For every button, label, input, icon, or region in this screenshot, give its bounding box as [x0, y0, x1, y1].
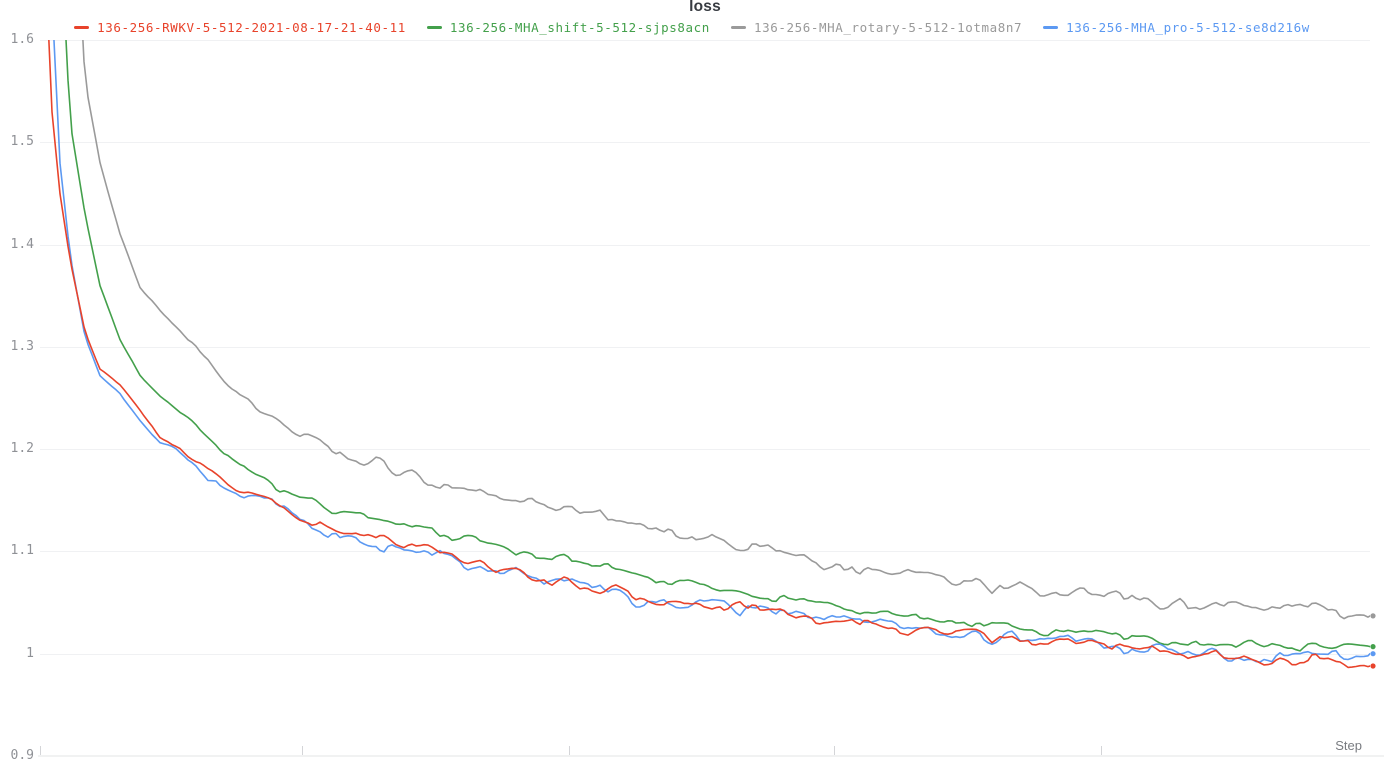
legend-label: 136-256-MHA_shift-5-512-sjps8acn [449, 20, 710, 35]
legend-swatch-icon [74, 26, 90, 29]
curve-rwkv[interactable] [40, 0, 1370, 669]
legend: 136-256-RWKV-5-512-2021-08-17-21-40-11 1… [0, 20, 1384, 35]
chart-title: loss [689, 0, 721, 15]
endpoint-dot-mha-pro[interactable] [1370, 651, 1376, 657]
legend-item-rwkv[interactable]: 136-256-RWKV-5-512-2021-08-17-21-40-11 [74, 20, 406, 35]
curve-mha-rotary[interactable] [40, 0, 1370, 620]
legend-item-mha-pro[interactable]: 136-256-MHA_pro-5-512-se8d216w [1043, 20, 1310, 35]
legend-label: 136-256-MHA_rotary-5-512-1otma8n7 [753, 20, 1023, 35]
curve-mha-shift[interactable] [40, 0, 1370, 652]
x-axis-label: Step [1335, 738, 1362, 753]
endpoint-dot-rwkv[interactable] [1370, 663, 1376, 669]
legend-label: 136-256-MHA_pro-5-512-se8d216w [1066, 20, 1310, 35]
legend-swatch-icon [426, 26, 442, 29]
legend-item-mha-shift[interactable]: 136-256-MHA_shift-5-512-sjps8acn [426, 20, 710, 35]
curve-mha-pro[interactable] [40, 0, 1370, 663]
endpoint-dot-mha-shift[interactable] [1370, 644, 1376, 650]
endpoint-dot-mha-rotary[interactable] [1370, 613, 1376, 619]
legend-item-mha-rotary[interactable]: 136-256-MHA_rotary-5-512-1otma8n7 [730, 20, 1023, 35]
legend-swatch-icon [730, 26, 746, 29]
legend-swatch-icon [1043, 26, 1059, 29]
legend-label: 136-256-RWKV-5-512-2021-08-17-21-40-11 [97, 20, 406, 35]
